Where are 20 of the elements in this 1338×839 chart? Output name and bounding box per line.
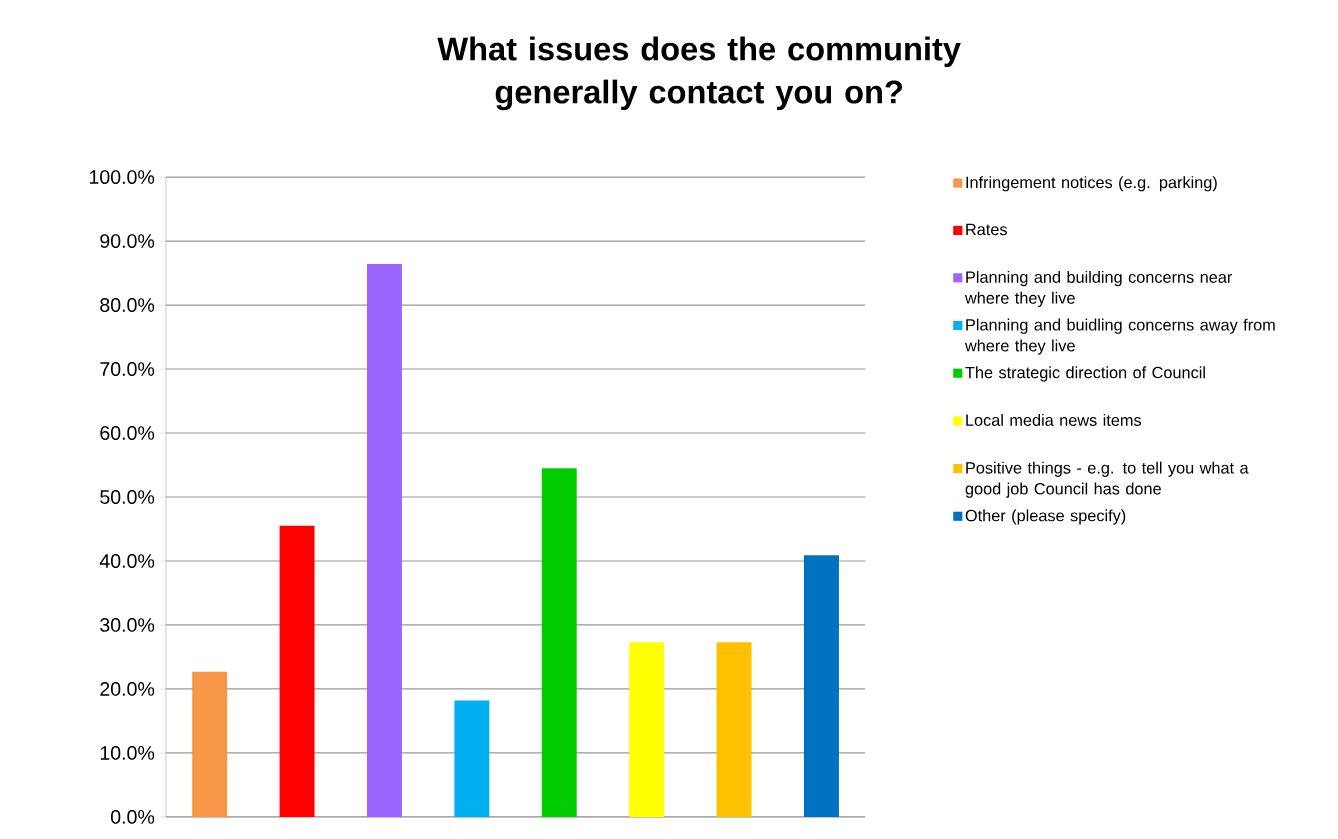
y-tick-label: 50.0% xyxy=(100,489,155,504)
y-tick-label: 80.0% xyxy=(100,297,155,312)
legend-label: Local media news items xyxy=(966,413,1142,426)
legend-label: Planning and building concerns near where they live xyxy=(964,270,1233,307)
chart-title: What issues does the community generally contact you on? xyxy=(437,36,961,110)
legend-label: The strategic direction of Council xyxy=(965,366,1205,382)
y-tick-label: 40.0% xyxy=(99,553,155,568)
y-tick-label: 0.0% xyxy=(110,809,155,824)
legend-label: Positive things - e.g. to tell you what a good job Council has done xyxy=(965,461,1249,498)
y-tick-label: 20.0% xyxy=(100,681,155,696)
legend-label: Planning and buidling concerns away from where they live xyxy=(964,318,1275,355)
y-tick-label: 60.0% xyxy=(100,425,155,440)
y-tick-label: 100.0% xyxy=(89,169,155,184)
y-tick-label: 10.0% xyxy=(100,745,155,760)
legend-label: Infringement notices (e.g. parking) xyxy=(966,175,1217,192)
y-tick-label: 90.0% xyxy=(100,233,155,248)
legend-label: Other (please specify) xyxy=(965,509,1126,525)
y-tick-label: 30.0% xyxy=(100,617,155,632)
y-tick-label: 70.0% xyxy=(100,361,155,376)
legend-label: Rates xyxy=(966,223,1007,236)
